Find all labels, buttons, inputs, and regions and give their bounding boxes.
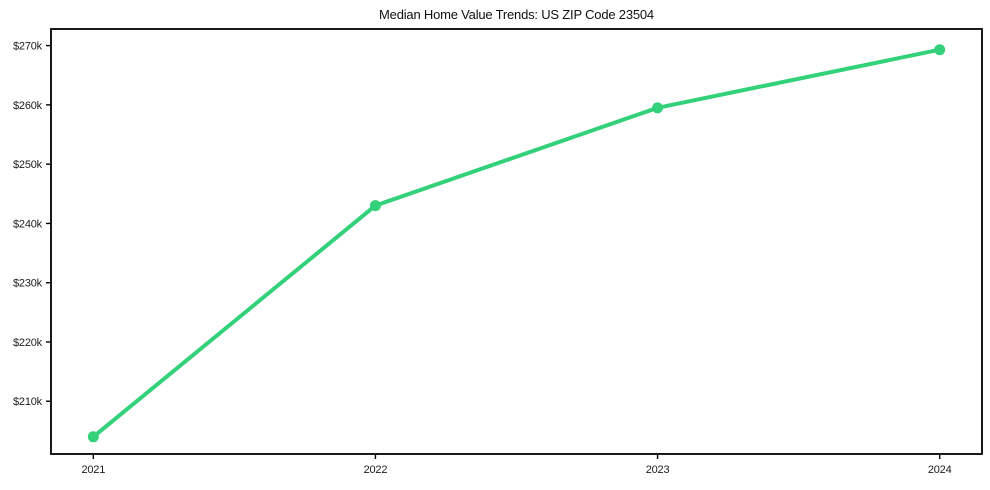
x-axis-tick-label: 2024	[928, 464, 952, 476]
data-point-2023	[652, 102, 664, 114]
y-axis-tick-label: $260k	[13, 100, 43, 112]
data-point-2021	[87, 431, 99, 443]
y-axis-tick-label: $230k	[13, 278, 43, 290]
y-axis-tick-label: $220k	[13, 337, 43, 349]
trend-line	[91, 47, 942, 439]
y-axis-tick-label: $210k	[13, 396, 43, 408]
y-axis-tick-label: $240k	[13, 218, 43, 230]
x-axis-tick-label: 2022	[364, 464, 388, 476]
y-axis-tick-label: $250k	[13, 159, 43, 171]
x-axis-tick-label: 2021	[81, 464, 105, 476]
data-point-2024	[934, 44, 946, 56]
data-point-2022	[369, 200, 381, 212]
x-axis-tick-label: 2023	[646, 464, 670, 476]
y-axis-tick-label: $270k	[13, 41, 43, 53]
chart-title: Median Home Value Trends: US ZIP Code 23…	[379, 7, 654, 22]
plot-border	[50, 28, 983, 455]
